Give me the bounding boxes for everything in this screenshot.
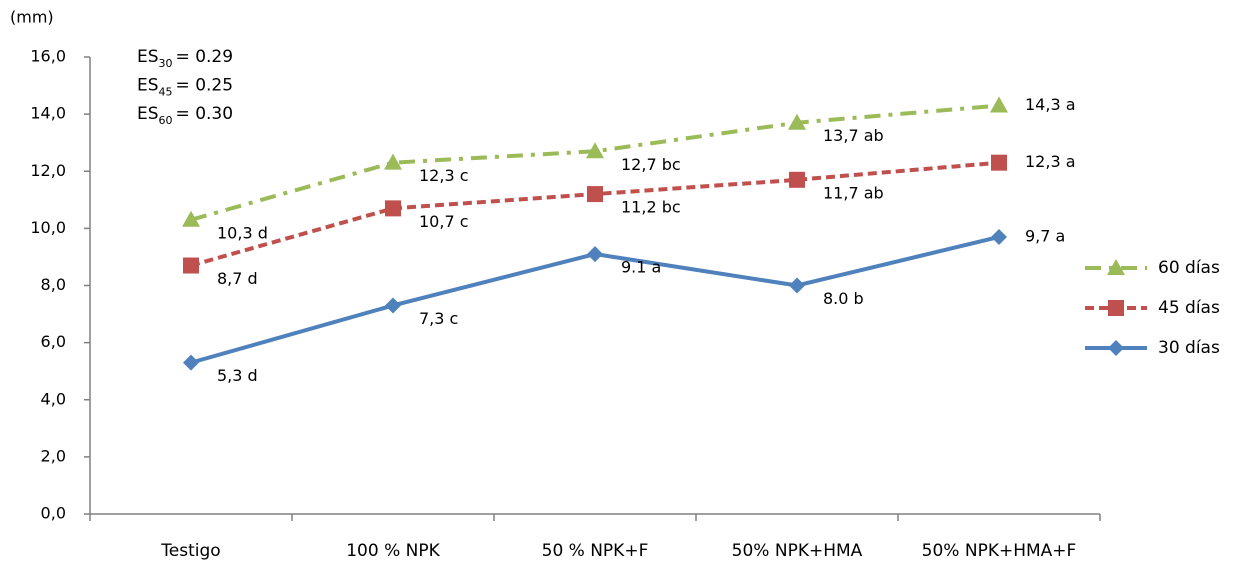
annotation: ES30 = 0.29 xyxy=(137,47,233,70)
x-tick-label: 50 % NPK+F xyxy=(542,541,649,561)
y-tick-label: 0,0 xyxy=(41,504,66,523)
marker xyxy=(384,153,402,170)
data-label: 11,2 bc xyxy=(621,198,681,217)
marker xyxy=(789,171,805,188)
marker xyxy=(1108,340,1124,356)
y-tick-label: 14,0 xyxy=(30,104,66,123)
marker xyxy=(991,154,1007,171)
marker xyxy=(182,210,200,227)
data-label: 9.1 a xyxy=(621,258,661,277)
data-label: 12,7 bc xyxy=(621,155,681,174)
annotation-text: = 0.30 xyxy=(176,104,234,124)
legend-label: 45 días xyxy=(1158,298,1220,318)
data-label: 13,7 ab xyxy=(823,126,884,145)
y-tick-label: 6,0 xyxy=(41,332,66,351)
marker xyxy=(788,113,806,130)
y-tick-label: 8,0 xyxy=(41,275,66,294)
marker xyxy=(385,297,401,314)
annotation-text: = 0.25 xyxy=(176,76,234,96)
data-label: 8.0 b xyxy=(823,289,864,308)
marker xyxy=(385,200,401,217)
annotation: ES45 = 0.25 xyxy=(137,76,233,99)
data-label: 14,3 a xyxy=(1025,95,1076,114)
x-tick-label: 50% NPK+HMA+F xyxy=(922,541,1077,561)
marker xyxy=(1107,259,1125,275)
marker xyxy=(183,257,199,274)
marker xyxy=(183,354,199,371)
marker xyxy=(587,186,603,203)
x-tick-label: Testigo xyxy=(160,541,220,561)
data-label: 8,7 d xyxy=(217,269,258,288)
legend-label: 30 días xyxy=(1158,338,1220,358)
marker xyxy=(991,228,1007,245)
marker xyxy=(586,142,604,159)
annotation-base: ES xyxy=(137,76,159,96)
data-label: 9,7 a xyxy=(1025,226,1065,245)
data-label: 5,3 d xyxy=(217,366,258,385)
annotation-sub: 45 xyxy=(159,85,173,98)
y-axis-label: (mm) xyxy=(10,8,54,27)
series-line xyxy=(190,103,1000,222)
data-label: 11,7 ab xyxy=(823,183,884,202)
data-label: 12,3 c xyxy=(419,166,469,185)
data-label: 10,3 d xyxy=(217,223,268,242)
data-label: 10,7 c xyxy=(419,212,469,231)
marker xyxy=(789,277,805,294)
annotation-base: ES xyxy=(137,47,159,67)
marker xyxy=(1108,300,1124,316)
marker xyxy=(990,96,1008,113)
y-tick-label: 4,0 xyxy=(41,389,66,408)
x-tick-label: 100 % NPK xyxy=(346,541,440,561)
legend-label: 60 días xyxy=(1158,258,1220,278)
y-tick-label: 12,0 xyxy=(30,161,66,180)
y-tick-label: 10,0 xyxy=(30,218,66,237)
data-label: 7,3 c xyxy=(419,309,458,328)
data-label: 12,3 a xyxy=(1025,152,1076,171)
annotation-text: = 0.29 xyxy=(176,47,234,67)
annotation: ES60 = 0.30 xyxy=(137,104,233,127)
annotation-base: ES xyxy=(137,104,159,124)
annotation-sub: 60 xyxy=(159,114,173,127)
y-tick-label: 2,0 xyxy=(41,446,66,465)
annotation-sub: 30 xyxy=(159,57,173,70)
x-tick-label: 50% NPK+HMA xyxy=(732,541,863,561)
marker xyxy=(587,246,603,263)
y-tick-label: 16,0 xyxy=(30,47,66,66)
